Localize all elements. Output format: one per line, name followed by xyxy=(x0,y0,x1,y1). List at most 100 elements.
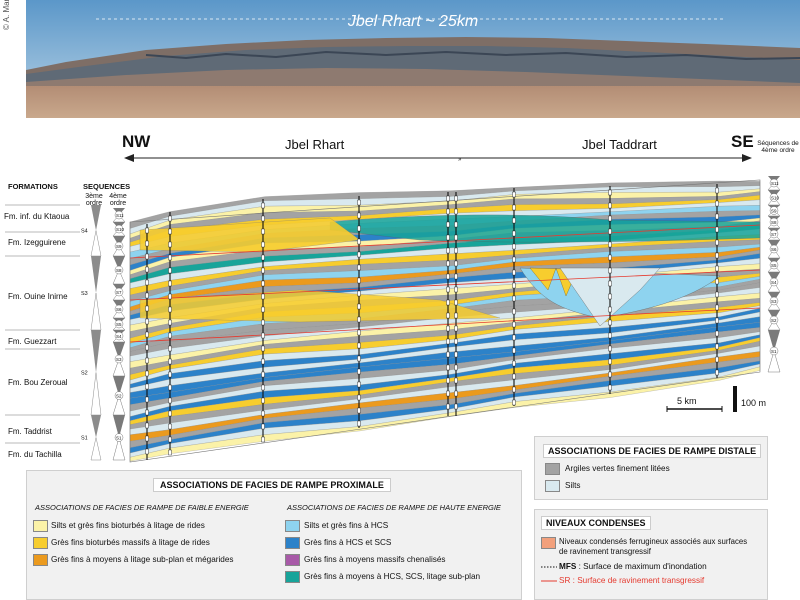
seq3-triangle xyxy=(91,415,101,438)
seq4-marker xyxy=(114,319,124,329)
log-tick xyxy=(357,355,361,362)
seq4-label: S11 xyxy=(116,213,124,218)
log-tick xyxy=(145,318,149,325)
log-tick xyxy=(168,449,172,456)
log-tick xyxy=(608,241,612,248)
log-tick xyxy=(357,212,361,219)
legend-ferr-line1: Niveaux condensés ferrugineux associés a… xyxy=(559,537,748,546)
seq4-label: S4 xyxy=(116,334,122,339)
log-tick xyxy=(715,369,719,376)
log-tick xyxy=(512,308,516,315)
seq4-label: S1 xyxy=(116,436,122,441)
log-tick xyxy=(512,191,516,198)
log-tick xyxy=(608,332,612,339)
log-tick xyxy=(715,239,719,246)
seq4-marker xyxy=(114,331,124,341)
log-tick xyxy=(446,260,450,267)
log-tick xyxy=(512,230,516,237)
yellow-wedge xyxy=(139,217,361,253)
log-tick xyxy=(145,409,149,416)
legend-high-title: ASSOCIATIONS DE FACIES DE RAMPE DE HAUTE… xyxy=(287,503,501,512)
seq4-marker xyxy=(114,391,124,400)
log-tick xyxy=(168,345,172,352)
seq3-triangle xyxy=(90,230,102,257)
seq4-right-label: S1 xyxy=(771,349,777,354)
log-tick xyxy=(261,384,265,391)
log-tick xyxy=(512,217,516,224)
log-tick xyxy=(446,351,450,358)
log-tick xyxy=(512,386,516,393)
legend-item-label: Grès fins bioturbés massifs à litage de … xyxy=(51,538,210,547)
seq4-right-triangle xyxy=(767,350,781,373)
log-tick xyxy=(357,277,361,284)
log-tick xyxy=(145,279,149,286)
log-tick xyxy=(446,247,450,254)
seq4-triangle xyxy=(113,376,125,396)
log-tick xyxy=(454,221,458,228)
log-tick xyxy=(608,319,612,326)
log-tick xyxy=(357,238,361,245)
log-tick xyxy=(608,202,612,209)
log-tick xyxy=(357,381,361,388)
log-tick xyxy=(608,371,612,378)
log-tick xyxy=(261,345,265,352)
scale-m: 100 m xyxy=(741,398,767,408)
log-tick xyxy=(446,299,450,306)
log-tick xyxy=(446,221,450,228)
log-tick xyxy=(261,397,265,404)
seq4-label: S2 xyxy=(116,394,122,399)
log-tick xyxy=(168,215,172,222)
seq4-marker xyxy=(114,210,124,220)
scale-km: 5 km xyxy=(677,396,697,406)
seq4-label: S5 xyxy=(116,322,122,327)
log-tick xyxy=(261,319,265,326)
log-tick xyxy=(608,189,612,196)
seq4-right-label: S4 xyxy=(771,280,777,285)
seq4-marker xyxy=(114,287,124,297)
seq4-marker xyxy=(114,265,124,275)
svg-text:»: » xyxy=(458,157,462,163)
legend-swatch xyxy=(285,537,300,549)
seq4-right-triangle xyxy=(768,272,780,282)
log-tick xyxy=(357,342,361,349)
legend-distal-title: ASSOCIATIONS DE FACIES DE RAMPE DISTALE xyxy=(543,444,762,458)
log-tick xyxy=(168,293,172,300)
log-tick xyxy=(454,390,458,397)
photo-title: Jbel Rhart ~ 25km xyxy=(347,13,479,30)
log-tick xyxy=(454,208,458,215)
seq4-right-label: S3 xyxy=(771,299,777,304)
log-tick xyxy=(145,227,149,234)
log-tick xyxy=(715,330,719,337)
seq4-right-marker xyxy=(769,296,779,306)
log-tick xyxy=(145,357,149,364)
seq4-right-triangle xyxy=(768,330,780,351)
log-tick xyxy=(608,345,612,352)
log-tick xyxy=(446,234,450,241)
seq4-label: S10 xyxy=(116,227,125,232)
log-tick xyxy=(145,240,149,247)
log-tick xyxy=(446,364,450,371)
formation-label: Fm. Izegguirene xyxy=(8,238,66,247)
sequences-header: SEQUENCES xyxy=(83,182,131,191)
seq4-right-label: S9 xyxy=(771,209,777,214)
log-tick xyxy=(454,312,458,319)
legend-distal: ASSOCIATIONS DE FACIES DE RAMPE DISTALE … xyxy=(534,436,768,500)
log-tick xyxy=(261,254,265,261)
log-tick xyxy=(512,269,516,276)
log-tick xyxy=(357,316,361,323)
log-tick xyxy=(512,256,516,263)
legend-item-label: Silts et grès fins bioturbés à litage de… xyxy=(51,521,205,530)
seq4-right-label: S6 xyxy=(771,247,777,252)
log-tick xyxy=(261,306,265,313)
log-tick xyxy=(454,195,458,202)
log-tick xyxy=(261,280,265,287)
seq4-right-marker xyxy=(769,229,779,239)
seq4-label: S9 xyxy=(116,244,122,249)
log-tick xyxy=(715,187,719,194)
log-tick xyxy=(446,273,450,280)
legend-swatch xyxy=(545,480,560,492)
nw-label: NW xyxy=(122,132,151,151)
log-tick xyxy=(454,260,458,267)
